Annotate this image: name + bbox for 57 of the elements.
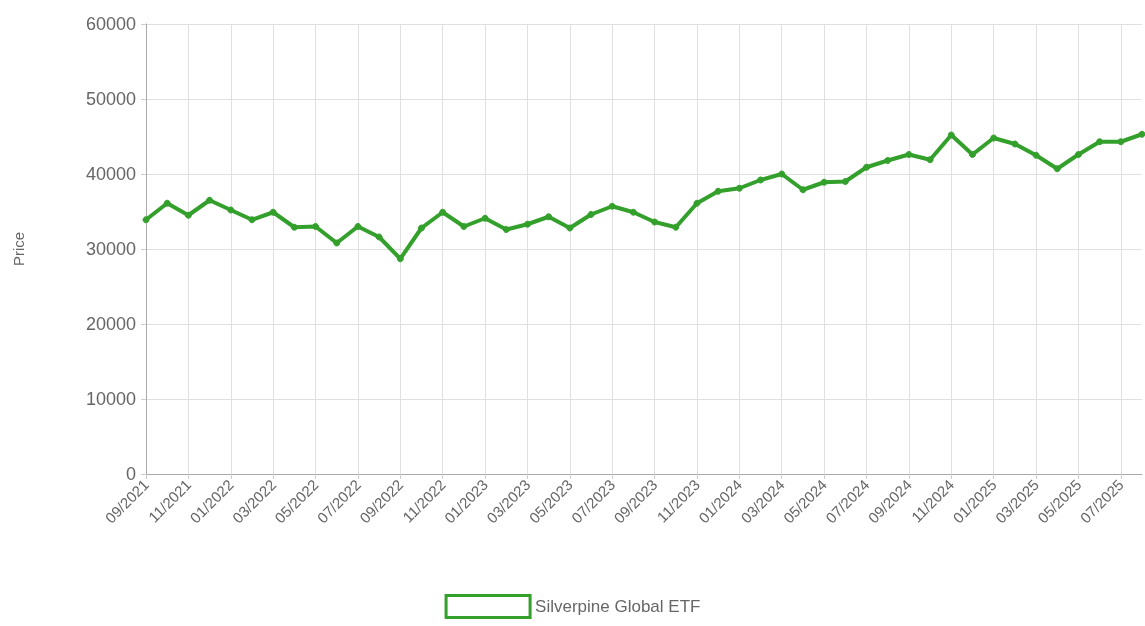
point	[1117, 138, 1125, 146]
point	[269, 208, 277, 216]
legend-label: Silverpine Global ETF	[535, 597, 701, 616]
point	[248, 216, 256, 224]
point	[799, 186, 807, 194]
point	[523, 220, 531, 228]
point	[1074, 151, 1082, 158]
point	[841, 178, 849, 185]
point	[1032, 151, 1040, 159]
point	[926, 156, 934, 164]
point	[460, 223, 468, 230]
y-tick-label: 60000	[85, 14, 136, 34]
point	[375, 233, 383, 241]
y-tick-label: 10000	[85, 389, 136, 409]
y-tick-label: 40000	[85, 164, 136, 184]
point	[163, 199, 171, 207]
point	[651, 218, 659, 226]
point	[184, 211, 192, 219]
point	[354, 223, 362, 230]
point	[863, 163, 871, 171]
point	[142, 216, 150, 224]
point	[884, 157, 892, 164]
point	[396, 255, 404, 263]
point	[735, 184, 743, 192]
y-tick-label: 30000	[85, 239, 136, 259]
point	[905, 151, 913, 158]
point	[1053, 165, 1061, 173]
point	[206, 196, 214, 204]
point	[1096, 138, 1104, 146]
point	[947, 131, 955, 139]
y-axis-title: Price	[10, 231, 27, 267]
point	[778, 170, 786, 178]
point	[545, 213, 553, 221]
y-tick-label: 0	[125, 464, 136, 484]
point	[990, 134, 998, 142]
point	[481, 214, 489, 222]
point	[312, 223, 320, 230]
point	[714, 187, 722, 195]
point	[587, 211, 595, 218]
point	[290, 223, 298, 231]
point	[629, 208, 637, 216]
point	[672, 223, 680, 231]
y-tick-label: 20000	[85, 314, 136, 334]
y-tick-label: 50000	[85, 89, 136, 109]
point	[1011, 140, 1019, 148]
point	[418, 224, 425, 232]
point	[693, 199, 701, 207]
point	[968, 151, 976, 158]
point	[227, 206, 235, 214]
point	[333, 239, 341, 247]
point	[757, 176, 765, 184]
point	[1138, 130, 1145, 138]
point	[566, 224, 574, 232]
point	[502, 226, 510, 233]
point	[439, 208, 447, 216]
point	[820, 178, 828, 186]
point	[608, 202, 616, 210]
